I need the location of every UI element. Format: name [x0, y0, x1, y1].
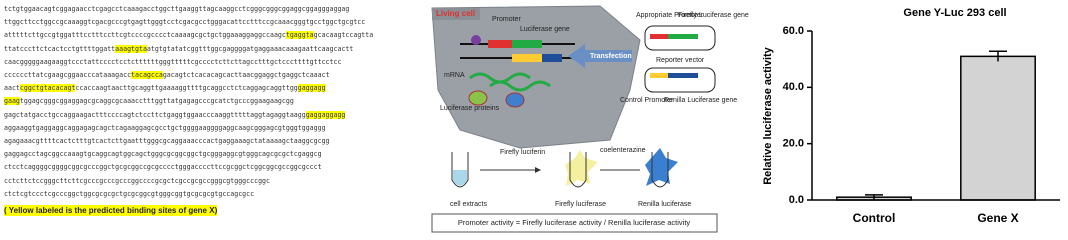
- bar: [960, 55, 1036, 201]
- sequence-line: gaagtggagcgggcggaggagcgcaggcgcaaacctttgg…: [4, 95, 419, 108]
- sequence-line: ctcctcaggggcggggcggcgcccggctgcgcggccgcgc…: [4, 161, 419, 174]
- label: Renilla luciferase: [638, 201, 691, 208]
- chart-title: Gene Y-Luc 293 cell: [903, 7, 1006, 19]
- label: Luciferase proteins: [440, 105, 500, 112]
- sequence-line: agagaaacgttttcactctttgtcactcttgaatttgggc…: [4, 135, 419, 148]
- label: Appropriate Promoter: [636, 12, 704, 19]
- y-axis-label: Relative luciferase activity: [762, 46, 774, 184]
- sequence-text: ttggcttcctggccgcaaaggtcgacgcccgtgagttggg…: [4, 18, 366, 27]
- arrow: [568, 44, 632, 68]
- y-tick-label: 0.0: [789, 194, 804, 206]
- label: Firefly Luciferase gene: [678, 12, 749, 19]
- sequence-text: gaggagcctagcggccaaagtgcaggcagtggcagctggg…: [4, 150, 322, 159]
- y-tick-label: 20.0: [783, 138, 804, 150]
- sequence-text: cctcttctccgggcttcttcgcccgcccgcccggccccgc…: [4, 176, 270, 185]
- label: cell extracts: [450, 201, 487, 208]
- sequence-text: ctctcgtccctcgcccggctggcgcgcgctgcgcggcgtg…: [4, 189, 255, 198]
- vector: [644, 67, 716, 93]
- sequence-text: gacagtctcacacagcacttaacggaggctgaggctcaaa…: [162, 71, 330, 80]
- sequence-text: atttttcttgccgtggatttcctttccttcgtccccgccc…: [4, 31, 286, 40]
- sequence-line: caacgggggaagaaggtccctattcccctcctcttttttg…: [4, 56, 419, 69]
- sequence-text: gcacaagtccagtta: [313, 31, 374, 40]
- label: Living cell: [436, 9, 475, 18]
- promoter-block: [488, 40, 512, 48]
- sequence-line: ccccccttatcgaagcggaacccataaagacctacagcca…: [4, 69, 419, 82]
- sequence-line: gaggagcctagcggccaaagtgcaggcagtggcagctggg…: [4, 148, 419, 161]
- sequence-text: ccccccttatcgaagcggaacccataaagacc: [4, 71, 132, 80]
- y-tick-label: 40.0: [783, 81, 804, 93]
- label: Firefly luciferin: [500, 149, 545, 156]
- chart: 0.0 20.0 40.0 60.0 Control Gene X: [783, 25, 1060, 225]
- binding-site: cggctgtacacagt: [19, 84, 76, 93]
- sequence-line: tctgtggaacagtcggagaacctcgagcctcaaagacctg…: [4, 3, 419, 16]
- cell: [431, 5, 641, 149]
- sequence-line: aactcggctgtacacagtccaccaagtaacttgcaggttg…: [4, 82, 419, 95]
- gene-block: [542, 54, 562, 62]
- sequence-panel: tctgtggaacagtcggagaacctcgagcctcaaagacctg…: [4, 3, 419, 218]
- label: Luciferase gene: [520, 26, 570, 33]
- sequence-text: caacgggggaagaaggtccctattcccctcctcttttttg…: [4, 57, 342, 66]
- label: Firefly luciferase: [555, 201, 606, 208]
- protein: [468, 90, 488, 106]
- sequence-line: gagctatgacctgccaggaagactttccccagtctccttc…: [4, 109, 419, 122]
- label: mRNA: [444, 72, 465, 79]
- note: ( Yellow labeled is the predicted bindin…: [4, 205, 218, 217]
- sequence-line: ctctcgtccctcgcccggctggcgcgcgctgcgcggcgtg…: [4, 188, 419, 201]
- diagram: Living cell Promoter Luciferase gene mRN…: [431, 5, 749, 233]
- sequence-text: aact: [4, 84, 20, 93]
- promoter-protein: [471, 35, 481, 45]
- sequence-line: cctcttctccgggcttcttcgcccgcccgcccggccccgc…: [4, 175, 419, 188]
- sequence-line: atttttcttgccgtggatttcctttccttcgtccccgccc…: [4, 29, 419, 42]
- sequence-line: ttggcttcctggccgcaaaggtcgacgcccgtgagttggg…: [4, 16, 419, 29]
- formula: Promoter activity = Firefly luciferase a…: [458, 218, 691, 227]
- vector: [644, 25, 716, 51]
- binding-site: gaggagg: [297, 84, 326, 93]
- gene-block: [512, 40, 542, 48]
- protein: [505, 92, 525, 108]
- label: Transfection: [590, 53, 632, 60]
- sequence-line: ttatcccttctcactcctgttttggattaaagtgtaatgt…: [4, 43, 419, 56]
- y-tick-label: 60.0: [783, 25, 804, 37]
- sequence-text: gagctatgacctgccaggaagactttccccagtctccttc…: [4, 110, 306, 119]
- label: Promoter: [492, 16, 521, 23]
- label: Renilla Luciferase gene: [664, 97, 737, 104]
- label-box: [432, 8, 480, 20]
- binding-site: gaggaggagg: [305, 110, 346, 119]
- sequence-text: atgtgtatatcggtttggcgaggggatgaggaaacaaaga…: [146, 44, 354, 53]
- sequence-text: tctgtggaacagtcggagaacctcgagcctcaaagacctg…: [4, 5, 350, 13]
- formula-box: [431, 213, 718, 233]
- binding-site: tacagcca: [131, 71, 163, 80]
- sequence-text: ccaccaagtaacttgcaggttgaaaaggttttgcaggcct…: [75, 84, 298, 93]
- binding-site: aaagtgta: [115, 44, 147, 53]
- sequence-text: ctcctcaggggcggggcggcgcccggctgcgcggccgcgc…: [4, 163, 322, 172]
- x-tick-label: Gene X: [977, 211, 1018, 225]
- label: Reporter vector: [656, 57, 705, 64]
- binding-site: gaag: [4, 97, 20, 106]
- gene-block: [512, 54, 542, 62]
- sequence-text: agagaaacgttttcactctttgtcactcttgaatttgggc…: [4, 137, 330, 146]
- sequence-text: tggagcgggcggaggagcgcaggcgcaaacctttggttat…: [19, 97, 294, 106]
- sequence-text: aggaaggtgaggaggcaggagagcagctcagaaggagcgc…: [4, 123, 326, 132]
- sequence-line: aggaaggtgaggaggcaggagagcagctcagaaggagcgc…: [4, 122, 419, 135]
- label: Control Promoter: [620, 97, 674, 104]
- x-tick-label: Control: [853, 211, 896, 225]
- binding-site: tgaggta: [285, 31, 314, 40]
- label: coelenterazine: [600, 147, 646, 154]
- sequence-text: ttatcccttctcactcctgttttggatt: [4, 44, 116, 53]
